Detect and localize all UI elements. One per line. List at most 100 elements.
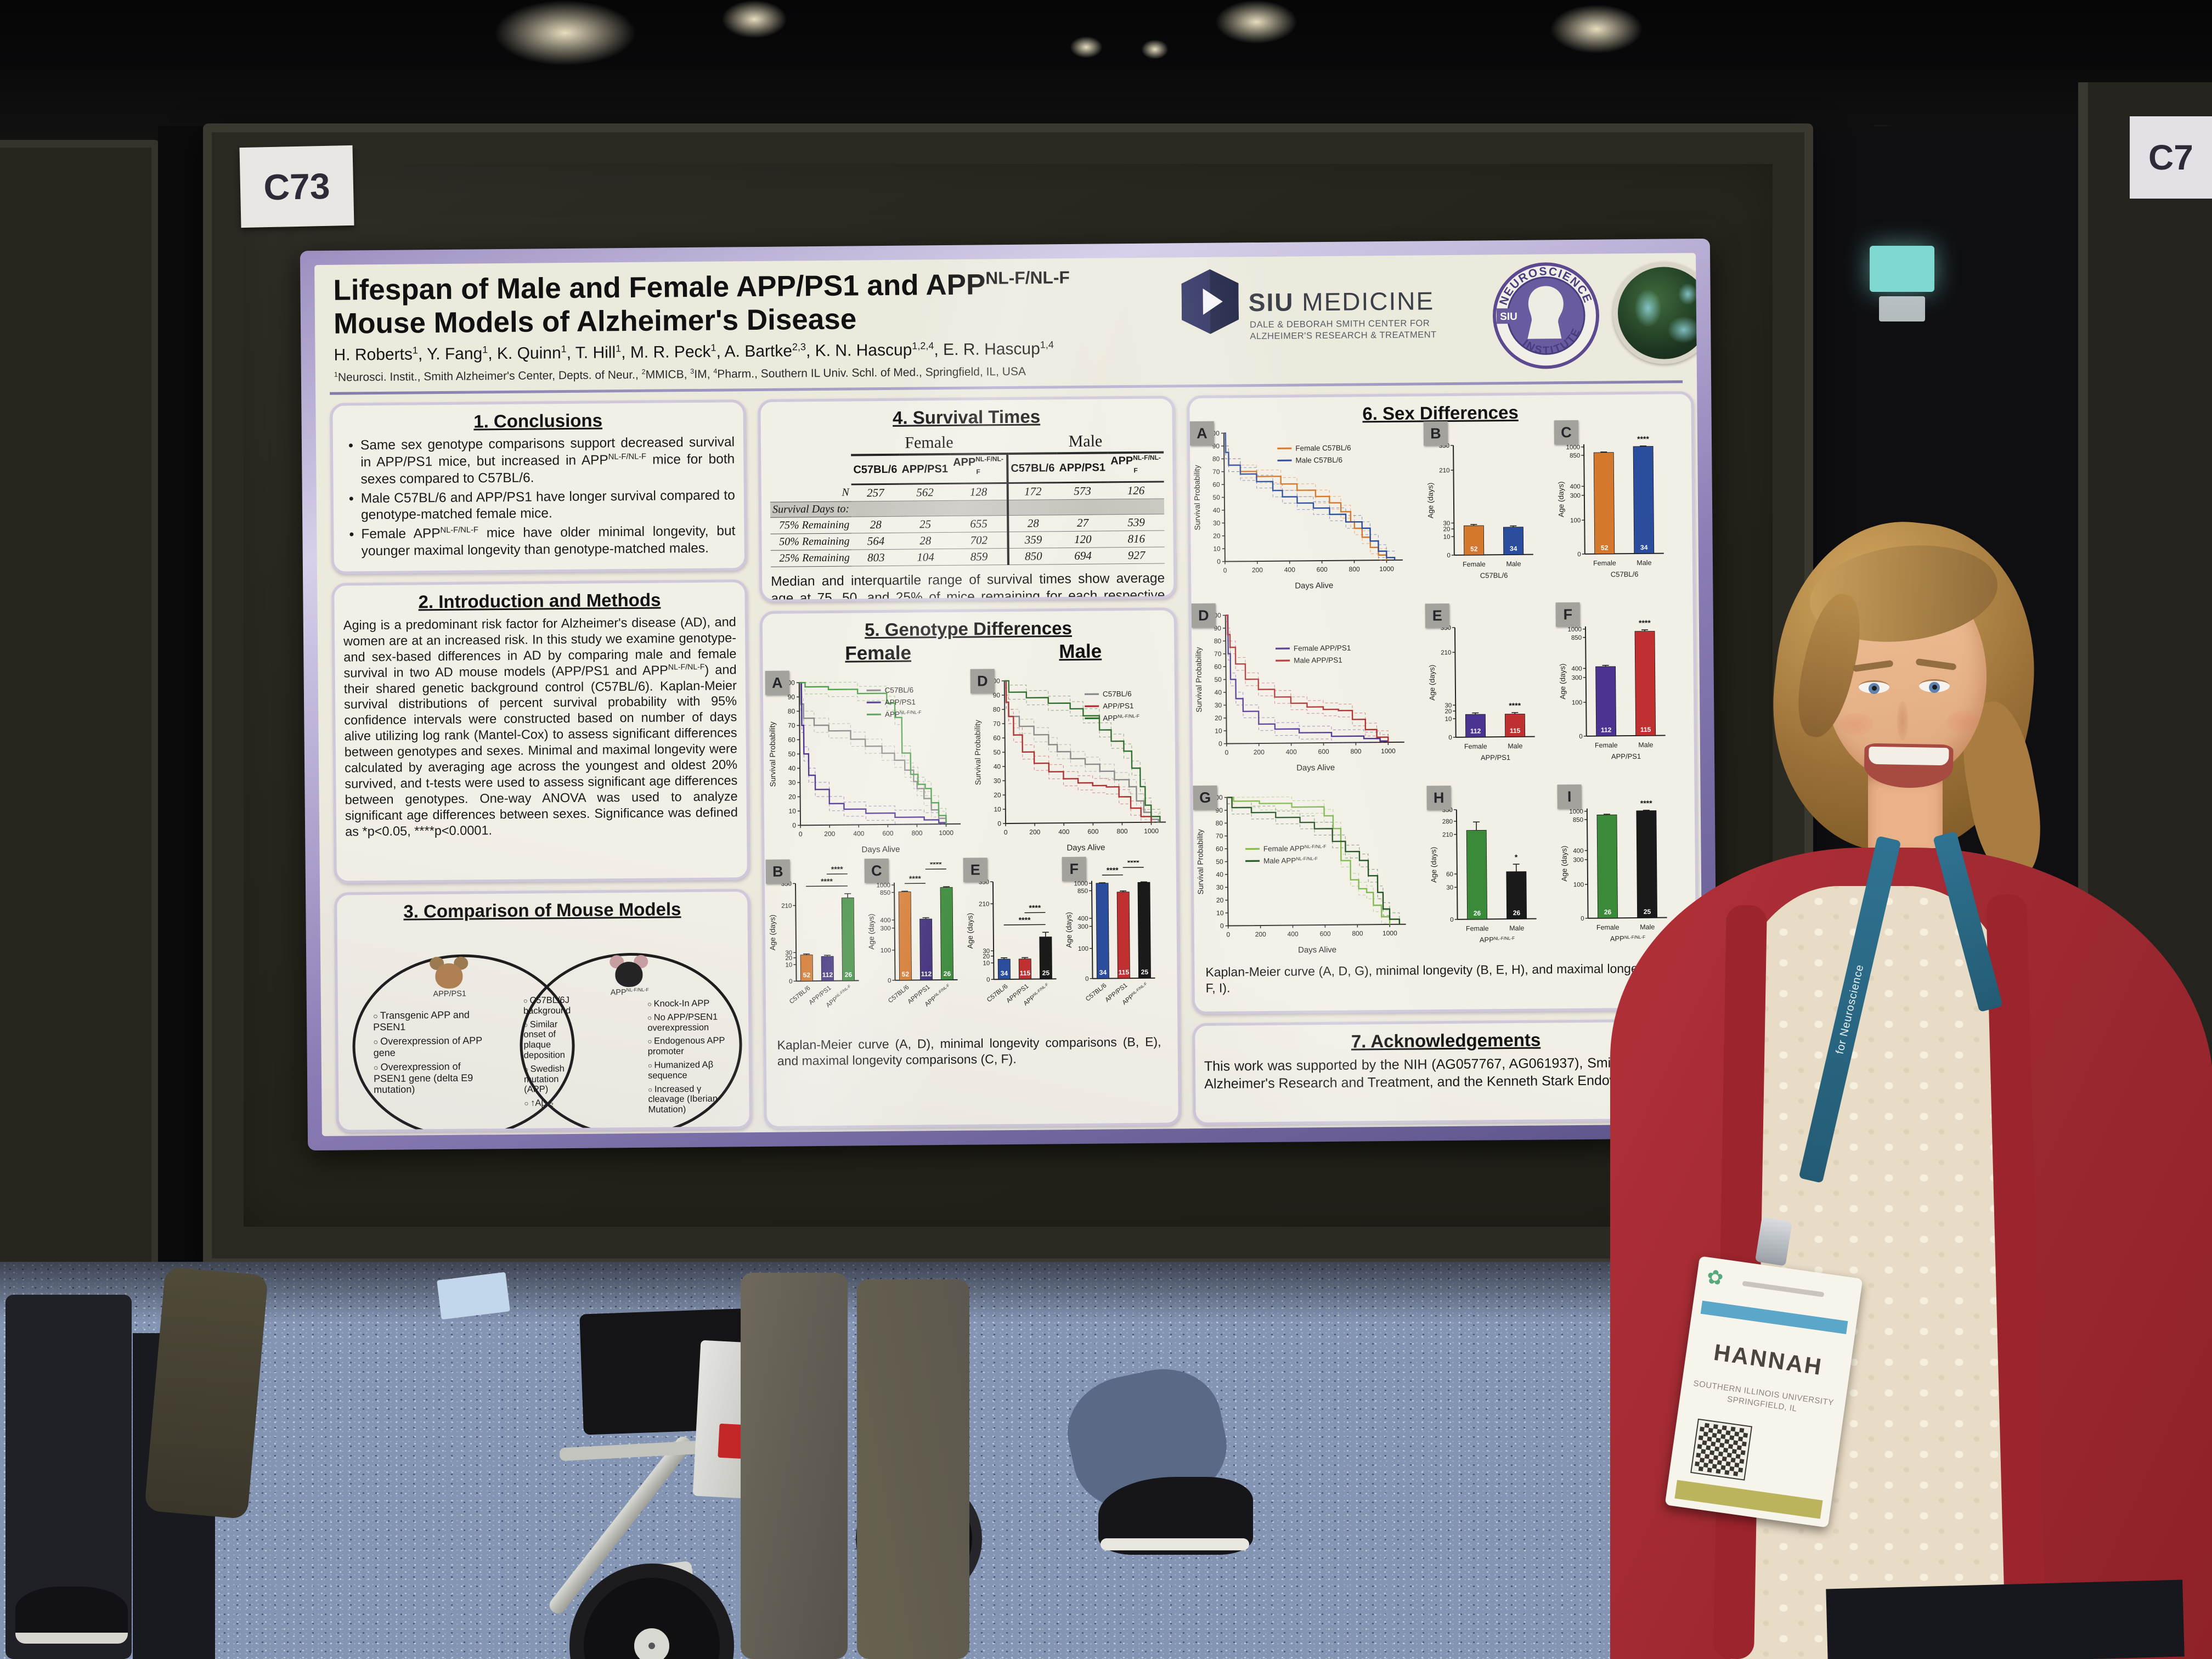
wheelchair-logo [718, 1423, 744, 1459]
svg-text:100: 100 [1078, 946, 1088, 952]
svg-text:Female: Female [1595, 741, 1618, 749]
svg-text:****: **** [1509, 701, 1521, 710]
svg-text:Age (days): Age (days) [1429, 847, 1438, 883]
table-cell: 694 [1057, 547, 1109, 565]
svg-text:400: 400 [1288, 930, 1299, 938]
svg-text:****: **** [1640, 799, 1652, 808]
panel-chip: H [1426, 785, 1451, 810]
smith-center-text: DALE & DEBORAH SMITH CENTER FOR ALZHEIME… [1250, 318, 1437, 342]
paper-on-floor [437, 1272, 510, 1320]
svg-text:210: 210 [781, 903, 792, 910]
board-gap [158, 126, 205, 1273]
qr-code [1690, 1418, 1753, 1481]
section-header: 2. Introduction and Methods [418, 589, 661, 612]
svg-text:APP/PS1: APP/PS1 [1481, 753, 1510, 761]
svg-text:52: 52 [902, 970, 910, 978]
svg-text:40: 40 [1215, 689, 1222, 696]
svg-text:APP/PS1: APP/PS1 [885, 698, 916, 706]
panel-chip: E [963, 857, 988, 882]
svg-text:60: 60 [1446, 871, 1453, 878]
bar-chart-female-max-longevity: C 0 100 300 400 850 1000 Age (days) 52 C57BL/6 112… [864, 858, 962, 1030]
svg-text:20: 20 [994, 791, 1001, 799]
svg-text:210: 210 [1439, 467, 1449, 474]
siu-wordmark-rest: MEDICINE [1294, 286, 1435, 317]
svg-text:60: 60 [1216, 845, 1223, 853]
ceiling-light [1070, 36, 1103, 58]
svg-text:0: 0 [1448, 735, 1452, 741]
authors: H. Roberts1, Y. Fang1, K. Quinn1, T. Hil… [334, 339, 1054, 364]
list-item: Male C57BL/6 and APP/PS1 have longer sur… [361, 487, 736, 524]
bar-chart-male-min-longevity: E 0 10 20 30 210 350 Age (days) 34 C57BL/6 115 APP/… [963, 857, 1060, 1029]
table-cell: 28 [900, 532, 951, 550]
table-caption: Median and interquartile range of surviv… [771, 571, 1165, 602]
svg-text:20: 20 [788, 793, 796, 800]
svg-text:100: 100 [881, 947, 891, 954]
venn-right-label: APPNL-F/NL-F [610, 986, 649, 997]
panel-chip: G [1193, 785, 1217, 810]
svg-text:0: 0 [1225, 749, 1229, 757]
cheek [1946, 710, 1980, 732]
svg-text:****: **** [821, 877, 833, 885]
table-column-header: APP/PS1 [899, 454, 951, 484]
poster: Lifespan of Male and Female APP/PS1 and … [300, 238, 1718, 1151]
female-label: Female [845, 642, 912, 664]
svg-text:0: 0 [1579, 733, 1583, 740]
svg-text:115: 115 [1510, 727, 1521, 735]
table-column-header: C57BL/6 [851, 454, 900, 484]
svg-text:60: 60 [1212, 481, 1220, 488]
list-item: C57BL/6J background [523, 995, 582, 1017]
svg-text:0: 0 [1450, 917, 1454, 923]
svg-text:0: 0 [1581, 916, 1584, 922]
table-row-label: 50% Remaining [770, 533, 852, 551]
svg-text:80: 80 [1214, 637, 1222, 645]
svg-text:Male: Male [1637, 559, 1651, 567]
svg-text:400: 400 [1573, 848, 1583, 854]
svg-text:Survival Probability: Survival Probability [1192, 465, 1201, 530]
venn-left-label: APP/PS1 [433, 989, 467, 999]
poster-sheet: Lifespan of Male and Female APP/PS1 and … [314, 253, 1703, 1136]
table-cell [1108, 499, 1165, 515]
list-item: Female APPNL-F/NL-F mice have older mini… [361, 523, 736, 561]
list-item: Same sex genotype comparisons support de… [360, 434, 735, 488]
svg-text:0: 0 [1218, 740, 1222, 748]
svg-text:52: 52 [1470, 545, 1478, 553]
table-cell [1057, 499, 1108, 515]
svg-text:****: **** [1637, 435, 1649, 443]
svg-text:0: 0 [1226, 930, 1230, 938]
svg-text:1000: 1000 [939, 829, 953, 837]
svg-text:0: 0 [1217, 558, 1221, 566]
list-item: Increased γ cleavage (Iberian Mutation) [648, 1084, 737, 1115]
svg-text:Male: Male [1508, 742, 1522, 750]
table-cell: 126 [1108, 482, 1164, 499]
panel-chip: F [1062, 856, 1086, 882]
poster-title: Lifespan of Male and Female APP/PS1 and … [333, 267, 1070, 341]
table-cell [899, 500, 951, 517]
section-conclusions: 1. Conclusions Same sex genotype compari… [330, 399, 748, 574]
siu-wordmark-bold: SIU [1248, 287, 1294, 317]
svg-text:Days Alive: Days Alive [1066, 843, 1105, 853]
svg-text:Survival Probability: Survival Probability [768, 721, 777, 787]
table-cell: 564 [851, 533, 900, 550]
neuroscience-institute-badge: NEUROSCIENCE INSTITUTE SIU [1493, 262, 1600, 369]
head-silhouette-icon [1527, 286, 1564, 339]
svg-text:50: 50 [788, 750, 796, 758]
svg-text:Days Alive: Days Alive [1298, 945, 1336, 955]
svg-text:10: 10 [1216, 909, 1224, 917]
bar-chart-svg: 0 100 300 400 850 1000 Age (days) 112 Female 115 M… [1559, 618, 1666, 760]
svg-text:****: **** [930, 862, 942, 868]
svg-text:112: 112 [1601, 726, 1612, 733]
svg-text:80: 80 [993, 706, 1001, 713]
section-header: 1. Conclusions [473, 410, 603, 432]
svg-text:C57BL/6: C57BL/6 [884, 686, 913, 694]
attendee-sneaker [1098, 1477, 1253, 1555]
svg-text:Days Alive: Days Alive [861, 845, 900, 855]
mouse-icon-black [608, 955, 650, 989]
table-cell: 25 [900, 516, 951, 533]
svg-text:34: 34 [1099, 968, 1107, 976]
svg-text:112: 112 [822, 971, 833, 979]
svg-text:Age (days): Age (days) [966, 913, 974, 949]
table-row-label: Survival Days to: [770, 501, 852, 518]
